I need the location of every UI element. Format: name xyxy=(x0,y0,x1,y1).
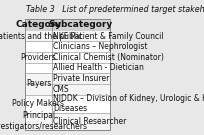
Bar xyxy=(25,41,110,73)
Text: Private Insurer: Private Insurer xyxy=(53,74,109,83)
Bar xyxy=(25,113,110,130)
Bar xyxy=(25,31,110,41)
Text: Table 3   List of predetermined target stakeholders: Table 3 List of predetermined target sta… xyxy=(26,5,204,14)
Text: Clinicians – Nephrologist: Clinicians – Nephrologist xyxy=(53,42,147,51)
Text: Allied Health - Dietician: Allied Health - Dietician xyxy=(53,63,144,72)
Text: NKF Patient & Family Council: NKF Patient & Family Council xyxy=(53,32,163,41)
Text: Payers: Payers xyxy=(26,79,51,88)
Text: NIDDK – Division of Kidney, Urologic & Hematologic
Diseases: NIDDK – Division of Kidney, Urologic & H… xyxy=(53,94,204,113)
Bar xyxy=(25,95,110,113)
Text: CMS: CMS xyxy=(53,85,70,94)
Bar xyxy=(25,73,110,95)
Text: Policy Makers: Policy Makers xyxy=(12,99,64,108)
Bar xyxy=(25,19,110,31)
Bar xyxy=(25,19,110,130)
Text: Clinical Researcher: Clinical Researcher xyxy=(53,117,126,126)
Text: Providers: Providers xyxy=(21,53,56,62)
Text: Patients and the public: Patients and the public xyxy=(0,32,83,41)
Text: Category: Category xyxy=(15,20,61,29)
Text: Clinical Chemist (Nominator): Clinical Chemist (Nominator) xyxy=(53,53,164,62)
Text: Principal
Investigators/researchers: Principal Investigators/researchers xyxy=(0,111,88,131)
Text: Subcategory: Subcategory xyxy=(49,20,113,29)
